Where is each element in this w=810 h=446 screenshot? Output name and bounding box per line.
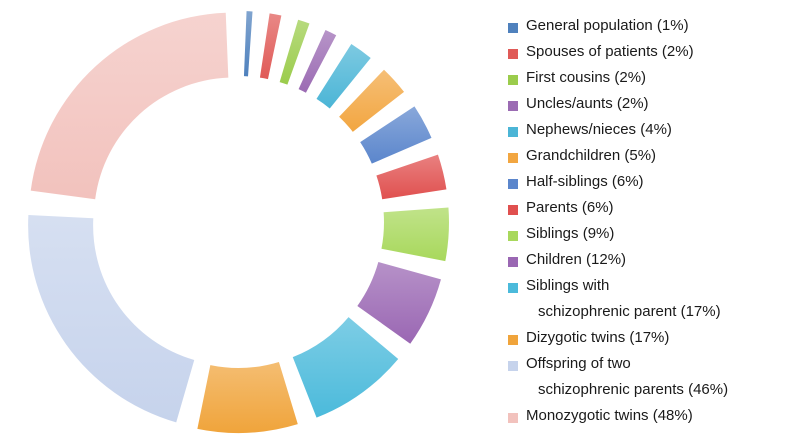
donut-slice-8 <box>376 154 447 200</box>
legend-item: Monozygotic twins (48%) <box>508 407 808 434</box>
donut-slice-14 <box>30 12 229 200</box>
legend-item: Siblings (9%) <box>508 225 808 252</box>
legend-swatch <box>508 49 518 59</box>
legend-swatch <box>508 127 518 137</box>
legend-swatch <box>508 335 518 345</box>
donut-slice-13 <box>28 214 195 423</box>
legend-item: Children (12%) <box>508 251 808 278</box>
legend-label-line1: Siblings with <box>526 277 610 294</box>
donut-slice-6 <box>339 69 405 132</box>
legend-label: General population (1%) <box>526 13 689 39</box>
legend-label: First cousins (2%) <box>526 65 646 91</box>
legend-item: Half-siblings (6%) <box>508 173 808 200</box>
chart-legend: General population (1%) Spouses of patien… <box>508 17 808 434</box>
legend-label: Nephews/nieces (4%) <box>526 117 672 143</box>
legend-swatch <box>508 101 518 111</box>
legend-item: Uncles/aunts (2%) <box>508 95 808 122</box>
legend-swatch <box>508 283 518 293</box>
legend-item: First cousins (2%) <box>508 69 808 96</box>
legend-swatch <box>508 205 518 215</box>
legend-label: Dizygotic twins (17%) <box>526 325 669 351</box>
legend-swatch <box>508 75 518 85</box>
legend-swatch <box>508 413 518 423</box>
legend-label-line1: Spouses of patients (2%) <box>526 43 694 60</box>
legend-item: Siblings with schizophrenic parent (17%) <box>508 277 808 330</box>
legend-label-line2: schizophrenic parents (46%) <box>538 381 729 398</box>
legend-label-line1: Monozygotic twins (48%) <box>526 407 693 424</box>
legend-item: Dizygotic twins (17%) <box>508 329 808 356</box>
legend-swatch <box>508 257 518 267</box>
donut-slice-5 <box>316 44 371 109</box>
legend-label: Parents (6%) <box>526 195 614 221</box>
legend-label: Half-siblings (6%) <box>526 169 644 195</box>
legend-swatch <box>508 361 518 371</box>
donut-slice-10 <box>357 261 441 344</box>
legend-item: Spouses of patients (2%) <box>508 43 808 70</box>
donut-slice-12 <box>197 361 298 433</box>
legend-label-line1: Half-siblings (6%) <box>526 173 644 190</box>
legend-label: Spouses of patients (2%) <box>526 39 694 65</box>
legend-label: Children (12%) <box>526 247 626 273</box>
legend-label-line1: Grandchildren (5%) <box>526 147 657 164</box>
legend-label-line1: Parents (6%) <box>526 199 614 216</box>
legend-label: Monozygotic twins (48%) <box>526 403 693 429</box>
legend-label-line2: schizophrenic parent (17%) <box>538 303 721 320</box>
donut-slice-3 <box>279 19 310 85</box>
legend-label-line1: Dizygotic twins (17%) <box>526 329 670 346</box>
donut-slice-1 <box>243 11 253 77</box>
legend-label: Siblings (9%) <box>526 221 614 247</box>
legend-label-line1: Offspring of two <box>526 355 631 372</box>
legend-label: Siblings with schizophrenic parent (17%) <box>526 273 721 325</box>
donut-slice-9 <box>381 207 449 262</box>
legend-label-line1: Nephews/nieces (4%) <box>526 121 672 138</box>
legend-swatch <box>508 179 518 189</box>
legend-item: Parents (6%) <box>508 199 808 226</box>
legend-swatch <box>508 231 518 241</box>
legend-label-line1: General population (1%) <box>526 17 689 34</box>
legend-label-line1: Uncles/aunts (2%) <box>526 95 649 112</box>
donut-slice-2 <box>259 13 282 80</box>
legend-item: Nephews/nieces (4%) <box>508 121 808 148</box>
legend-swatch <box>508 153 518 163</box>
donut-chart <box>28 11 449 433</box>
donut-slice-11 <box>292 317 399 418</box>
legend-label-line1: Children (12%) <box>526 251 627 268</box>
legend-label-line1: First cousins (2%) <box>526 69 647 86</box>
donut-slice-7 <box>360 106 432 164</box>
legend-label: Offspring of two schizophrenic parents (4… <box>526 351 728 403</box>
legend-label: Grandchildren (5%) <box>526 143 656 169</box>
legend-label-line1: Siblings (9%) <box>526 225 615 242</box>
legend-label: Uncles/aunts (2%) <box>526 91 649 117</box>
legend-item: General population (1%) <box>508 17 808 44</box>
legend-item: Grandchildren (5%) <box>508 147 808 174</box>
legend-swatch <box>508 23 518 33</box>
donut-slice-4 <box>298 29 337 93</box>
legend-item: Offspring of two schizophrenic parents (4… <box>508 355 808 408</box>
